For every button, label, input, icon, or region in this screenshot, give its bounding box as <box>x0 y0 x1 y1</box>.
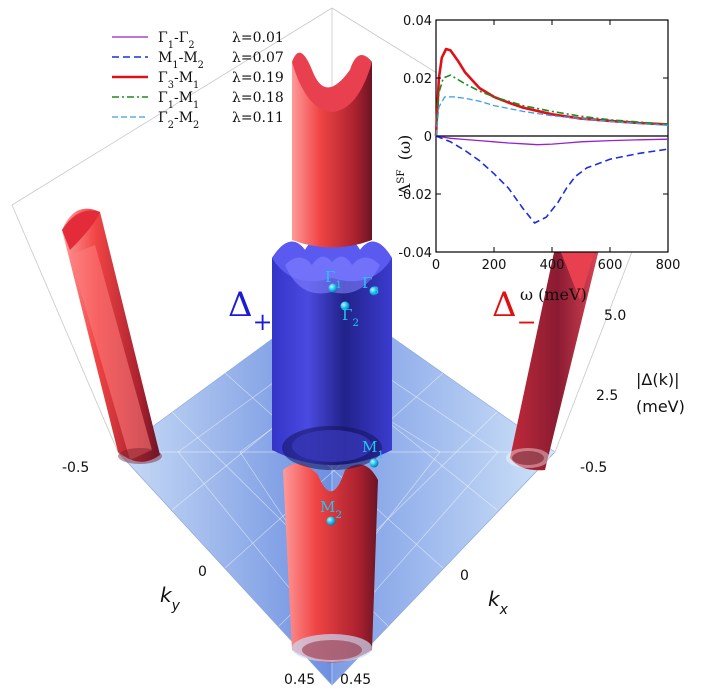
kx-axis-label: kx <box>488 587 509 618</box>
point-marker <box>328 283 338 293</box>
y-axis-label: ΛSF (ω) <box>395 135 414 197</box>
x-tick-label: 600 <box>598 258 623 273</box>
x-tick-label: 200 <box>482 258 507 273</box>
kx-tick: -0.5 <box>580 460 607 476</box>
legend-label: Γ3-M1 <box>158 70 199 91</box>
y-tick-label: 0.02 <box>403 72 432 87</box>
x-tick-label: 0 <box>432 258 440 273</box>
point-marker <box>326 516 336 526</box>
point-label: Γ1 <box>325 268 342 291</box>
y-tick-label: 0.04 <box>403 14 432 29</box>
inset-chart: 0 200 400 600 800 -0.04 -0.02 0 0.02 0.04 ω (meV)… <box>395 14 680 304</box>
point-Γ2: Γ2 <box>340 301 359 329</box>
kx-tick: 0.45 <box>340 672 371 688</box>
ky-tick: 0.45 <box>284 672 315 688</box>
axis-labels: -0.5 0 0.45 0.45 0 -0.5 ky kx 2.5 5.0 |Δ… <box>62 308 685 688</box>
z-tick: 5.0 <box>604 308 626 324</box>
legend-entry: Γ1-M1 λ=0.18 <box>112 90 284 111</box>
legend-lambda: λ=0.07 <box>232 50 284 66</box>
legend-label: Γ1-Γ2 <box>158 30 195 51</box>
y-tick-label: -0.02 <box>398 188 432 203</box>
point-label: M2 <box>320 498 342 521</box>
legend-entry: Γ2-M2 λ=0.11 <box>112 110 284 131</box>
legend-label: M1-M2 <box>158 50 204 71</box>
point-marker <box>369 286 379 296</box>
series-line-3 <box>435 74 669 137</box>
point-label: Γ2 <box>342 306 359 329</box>
y-tick-label: -0.04 <box>398 246 432 261</box>
ky-tick: -0.5 <box>62 460 89 476</box>
point-marker <box>369 458 379 468</box>
legend-entry: Γ1-Γ2 λ=0.01 <box>112 30 284 51</box>
legend-label: Γ1-M1 <box>158 90 199 111</box>
series-line-0 <box>435 135 669 146</box>
point-marker <box>340 301 350 311</box>
z-axis-label: |Δ(k)| <box>636 370 679 389</box>
ky-tick: 0 <box>198 564 207 580</box>
blue-tube-center <box>272 238 392 470</box>
legend-label: Γ2-M2 <box>158 110 199 131</box>
point-Γ1: Γ1 <box>325 268 342 293</box>
legend-entry: M1-M2 λ=0.07 <box>112 50 284 71</box>
legend-lambda: λ=0.01 <box>232 30 284 46</box>
legend-lambda: λ=0.18 <box>232 90 284 106</box>
legend-entry: Γ3-M1 λ=0.19 <box>112 70 284 91</box>
red-tube-left <box>62 208 162 464</box>
delta-minus-text: Δ− <box>492 285 537 336</box>
red-tube-top <box>292 52 372 248</box>
series-line-1 <box>435 135 669 224</box>
delta-plus-text: Δ+ <box>228 285 273 336</box>
kx-tick: 0 <box>460 568 469 584</box>
point-label: M1 <box>362 438 384 461</box>
x-tick-label: 400 <box>540 258 565 273</box>
z-axis-unit: (meV) <box>636 397 685 416</box>
delta-plus-label: Δ+ <box>228 285 273 336</box>
point-M2: M2 <box>320 498 342 526</box>
chart-legend: Γ1-Γ2 λ=0.01 M1-M2 λ=0.07 Γ3-M1 λ=0.19 Γ1-M1 λ=… <box>112 30 284 131</box>
red-tube-bottom <box>283 463 378 663</box>
z-tick: 2.5 <box>596 388 618 404</box>
ky-axis-label: ky <box>160 583 181 614</box>
x-axis-label: ω (meV) <box>520 285 587 304</box>
series-line-4 <box>435 96 669 137</box>
point-M1: M1 <box>362 438 384 468</box>
point-label: Γ3 <box>362 274 379 297</box>
legend-lambda: λ=0.19 <box>232 70 284 86</box>
delta-minus-label: Δ− <box>492 285 537 336</box>
x-tick-label: 800 <box>656 258 681 273</box>
legend-lambda: λ=0.11 <box>232 110 284 126</box>
y-tick-label: 0 <box>424 130 432 145</box>
point-Γ3: Γ3 <box>362 274 379 297</box>
